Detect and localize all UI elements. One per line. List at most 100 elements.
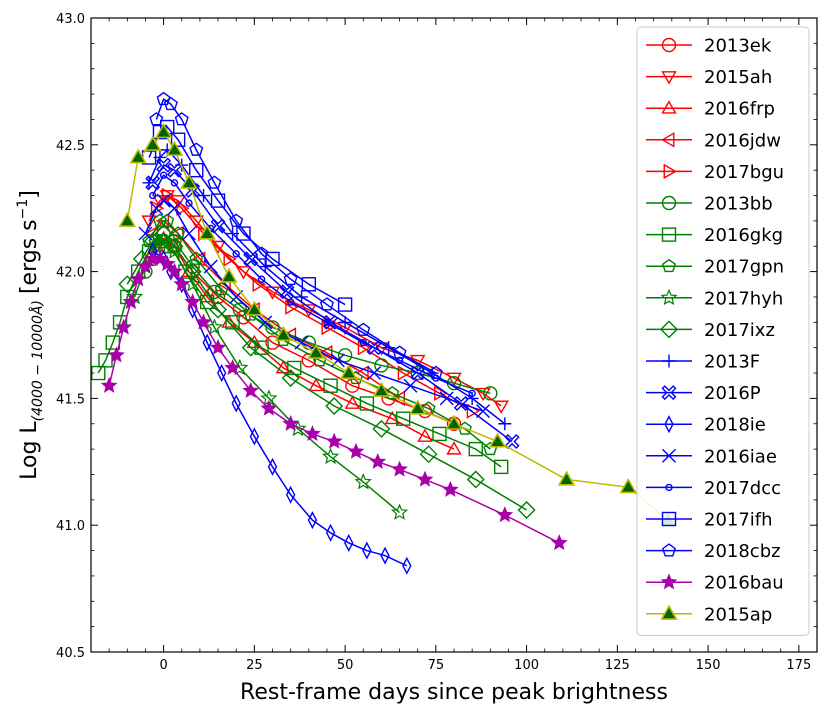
- data-point-2013F: [498, 417, 512, 431]
- data-point-2018cbz: [189, 142, 204, 156]
- data-point-2016bau: [108, 346, 125, 363]
- legend-marker-2016frp: [661, 100, 677, 114]
- data-point-2015ap: [198, 224, 216, 240]
- data-point-2015ap: [165, 140, 184, 156]
- data-point-2015ah: [475, 387, 491, 402]
- data-point-2018cbz: [229, 213, 244, 227]
- data-point-2017dcc: [286, 298, 295, 306]
- legend-entry-2017gpn: 2017gpn: [646, 257, 784, 278]
- data-point-2017ixz: [154, 224, 173, 243]
- data-point-2015ap: [220, 267, 238, 283]
- data-point-2017hyh: [205, 318, 224, 335]
- legend-entry-2013F: 2013F: [646, 352, 760, 373]
- data-point-2016bau: [137, 257, 154, 274]
- data-point-2016P: [145, 175, 161, 191]
- legend: 2013ek 2015ah 2016frp 2016jdw 2017bgu 2013bb 2…: [636, 26, 810, 636]
- data-point-2017bgu: [285, 299, 299, 315]
- legend-entry-2016gkg: 2016gkg: [646, 225, 783, 246]
- data-point-2017ifh: [236, 226, 251, 241]
- legend-label-2018cbz: 2018cbz: [704, 541, 781, 562]
- data-point-2016P: [156, 157, 172, 173]
- data-point-2013bb: [207, 284, 222, 300]
- data-point-2017gpn: [189, 251, 204, 265]
- y-axis-title-prefix: Log L: [17, 421, 42, 480]
- data-point-2016P: [167, 162, 182, 178]
- data-point-2015ap: [154, 123, 173, 139]
- data-point-2013F: [382, 341, 396, 355]
- x-tick-label: 150: [696, 658, 721, 673]
- data-point-2015ap: [445, 414, 463, 430]
- legend-label-2017bgu: 2017bgu: [704, 162, 784, 183]
- y-tick-label: 41.0: [56, 519, 85, 534]
- data-point-2016bau: [260, 399, 278, 416]
- data-point-2016bau: [115, 318, 133, 335]
- data-point-2015ap: [619, 478, 637, 494]
- data-point-2013bb: [337, 348, 353, 363]
- legend-marker-2017hyh: [660, 288, 678, 306]
- data-point-2018ie: [285, 485, 296, 504]
- legend-label-2018ie: 2018ie: [704, 415, 766, 436]
- series-2016bau: [100, 250, 568, 551]
- legend-marker-2017dcc: [665, 483, 673, 492]
- legend-entry-2016bau: 2016bau: [646, 573, 784, 594]
- data-point-2017bgu: [150, 200, 165, 216]
- data-point-2016bau: [304, 425, 321, 442]
- data-point-2015ap: [245, 300, 264, 316]
- data-point-2016bau: [166, 262, 183, 279]
- series-line-2016P: [152, 164, 513, 443]
- data-point-2018ie: [249, 427, 260, 446]
- legend-marker-2013ek: [661, 37, 677, 53]
- data-point-2017dcc: [149, 191, 157, 200]
- legend-marker-2013bb: [661, 195, 677, 211]
- data-point-2017ixz: [281, 369, 300, 388]
- data-point-2016gkg: [323, 378, 338, 393]
- data-point-2016bau: [416, 470, 434, 487]
- legend-label-2016jdw: 2016jdw: [704, 130, 781, 151]
- data-point-2015ap: [307, 343, 325, 359]
- legend-entry-2016jdw: 2016jdw: [646, 130, 781, 151]
- data-point-2016iae: [439, 391, 454, 406]
- data-point-2017ixz: [325, 397, 344, 415]
- legend-label-2017dcc: 2017dcc: [704, 478, 781, 499]
- data-point-2013bb: [156, 226, 171, 241]
- legend-label-2013F: 2013F: [704, 352, 760, 373]
- legend-label-2017hyh: 2017hyh: [704, 288, 783, 309]
- series-line-2017bgu: [155, 194, 473, 412]
- data-point-2017dcc: [185, 199, 193, 207]
- legend-entry-2016frp: 2016frp: [646, 99, 775, 120]
- data-point-2018cbz: [319, 297, 334, 311]
- data-point-2016iae: [182, 226, 197, 241]
- data-point-2018cbz: [207, 175, 222, 189]
- legend-box: [636, 26, 810, 636]
- data-point-2017gpn: [385, 385, 400, 400]
- data-point-2017gpn: [160, 213, 175, 227]
- data-point-2016bau: [550, 534, 568, 551]
- data-point-2016bau: [442, 480, 459, 497]
- data-point-2015ap: [339, 363, 358, 380]
- data-point-2016P: [323, 314, 339, 330]
- series-2017bgu: [150, 187, 481, 419]
- legend-marker-2013F: [662, 354, 676, 368]
- data-point-2016bau: [325, 432, 343, 449]
- data-point-2015ah: [141, 215, 157, 229]
- legend-marker-2018cbz: [661, 543, 677, 557]
- series-layer: [91, 91, 677, 575]
- data-point-2017ixz: [118, 275, 137, 294]
- data-point-2016P: [243, 251, 259, 267]
- data-point-2015ap: [143, 135, 162, 151]
- legend-entry-2016iae: 2016iae: [646, 446, 777, 467]
- y-axis-title-subscript: (4000 − 10000Å): [29, 300, 46, 421]
- y-axis-title-units: [ergs s: [17, 219, 42, 294]
- legend-marker-2017ifh: [661, 511, 677, 527]
- data-point-2016frp: [384, 410, 401, 425]
- legend-marker-2016P: [661, 385, 677, 401]
- data-point-2016bau: [347, 442, 365, 459]
- data-point-2018cbz: [149, 112, 164, 126]
- series-line-2017dcc: [152, 174, 473, 395]
- data-point-2016bau: [158, 255, 176, 272]
- data-point-2015ah: [159, 190, 175, 204]
- data-point-2018ie: [402, 556, 412, 575]
- data-point-2016bau: [100, 376, 118, 393]
- legend-label-2017ifh: 2017ifh: [704, 510, 773, 531]
- legend-entry-2016P: 2016P: [646, 383, 761, 404]
